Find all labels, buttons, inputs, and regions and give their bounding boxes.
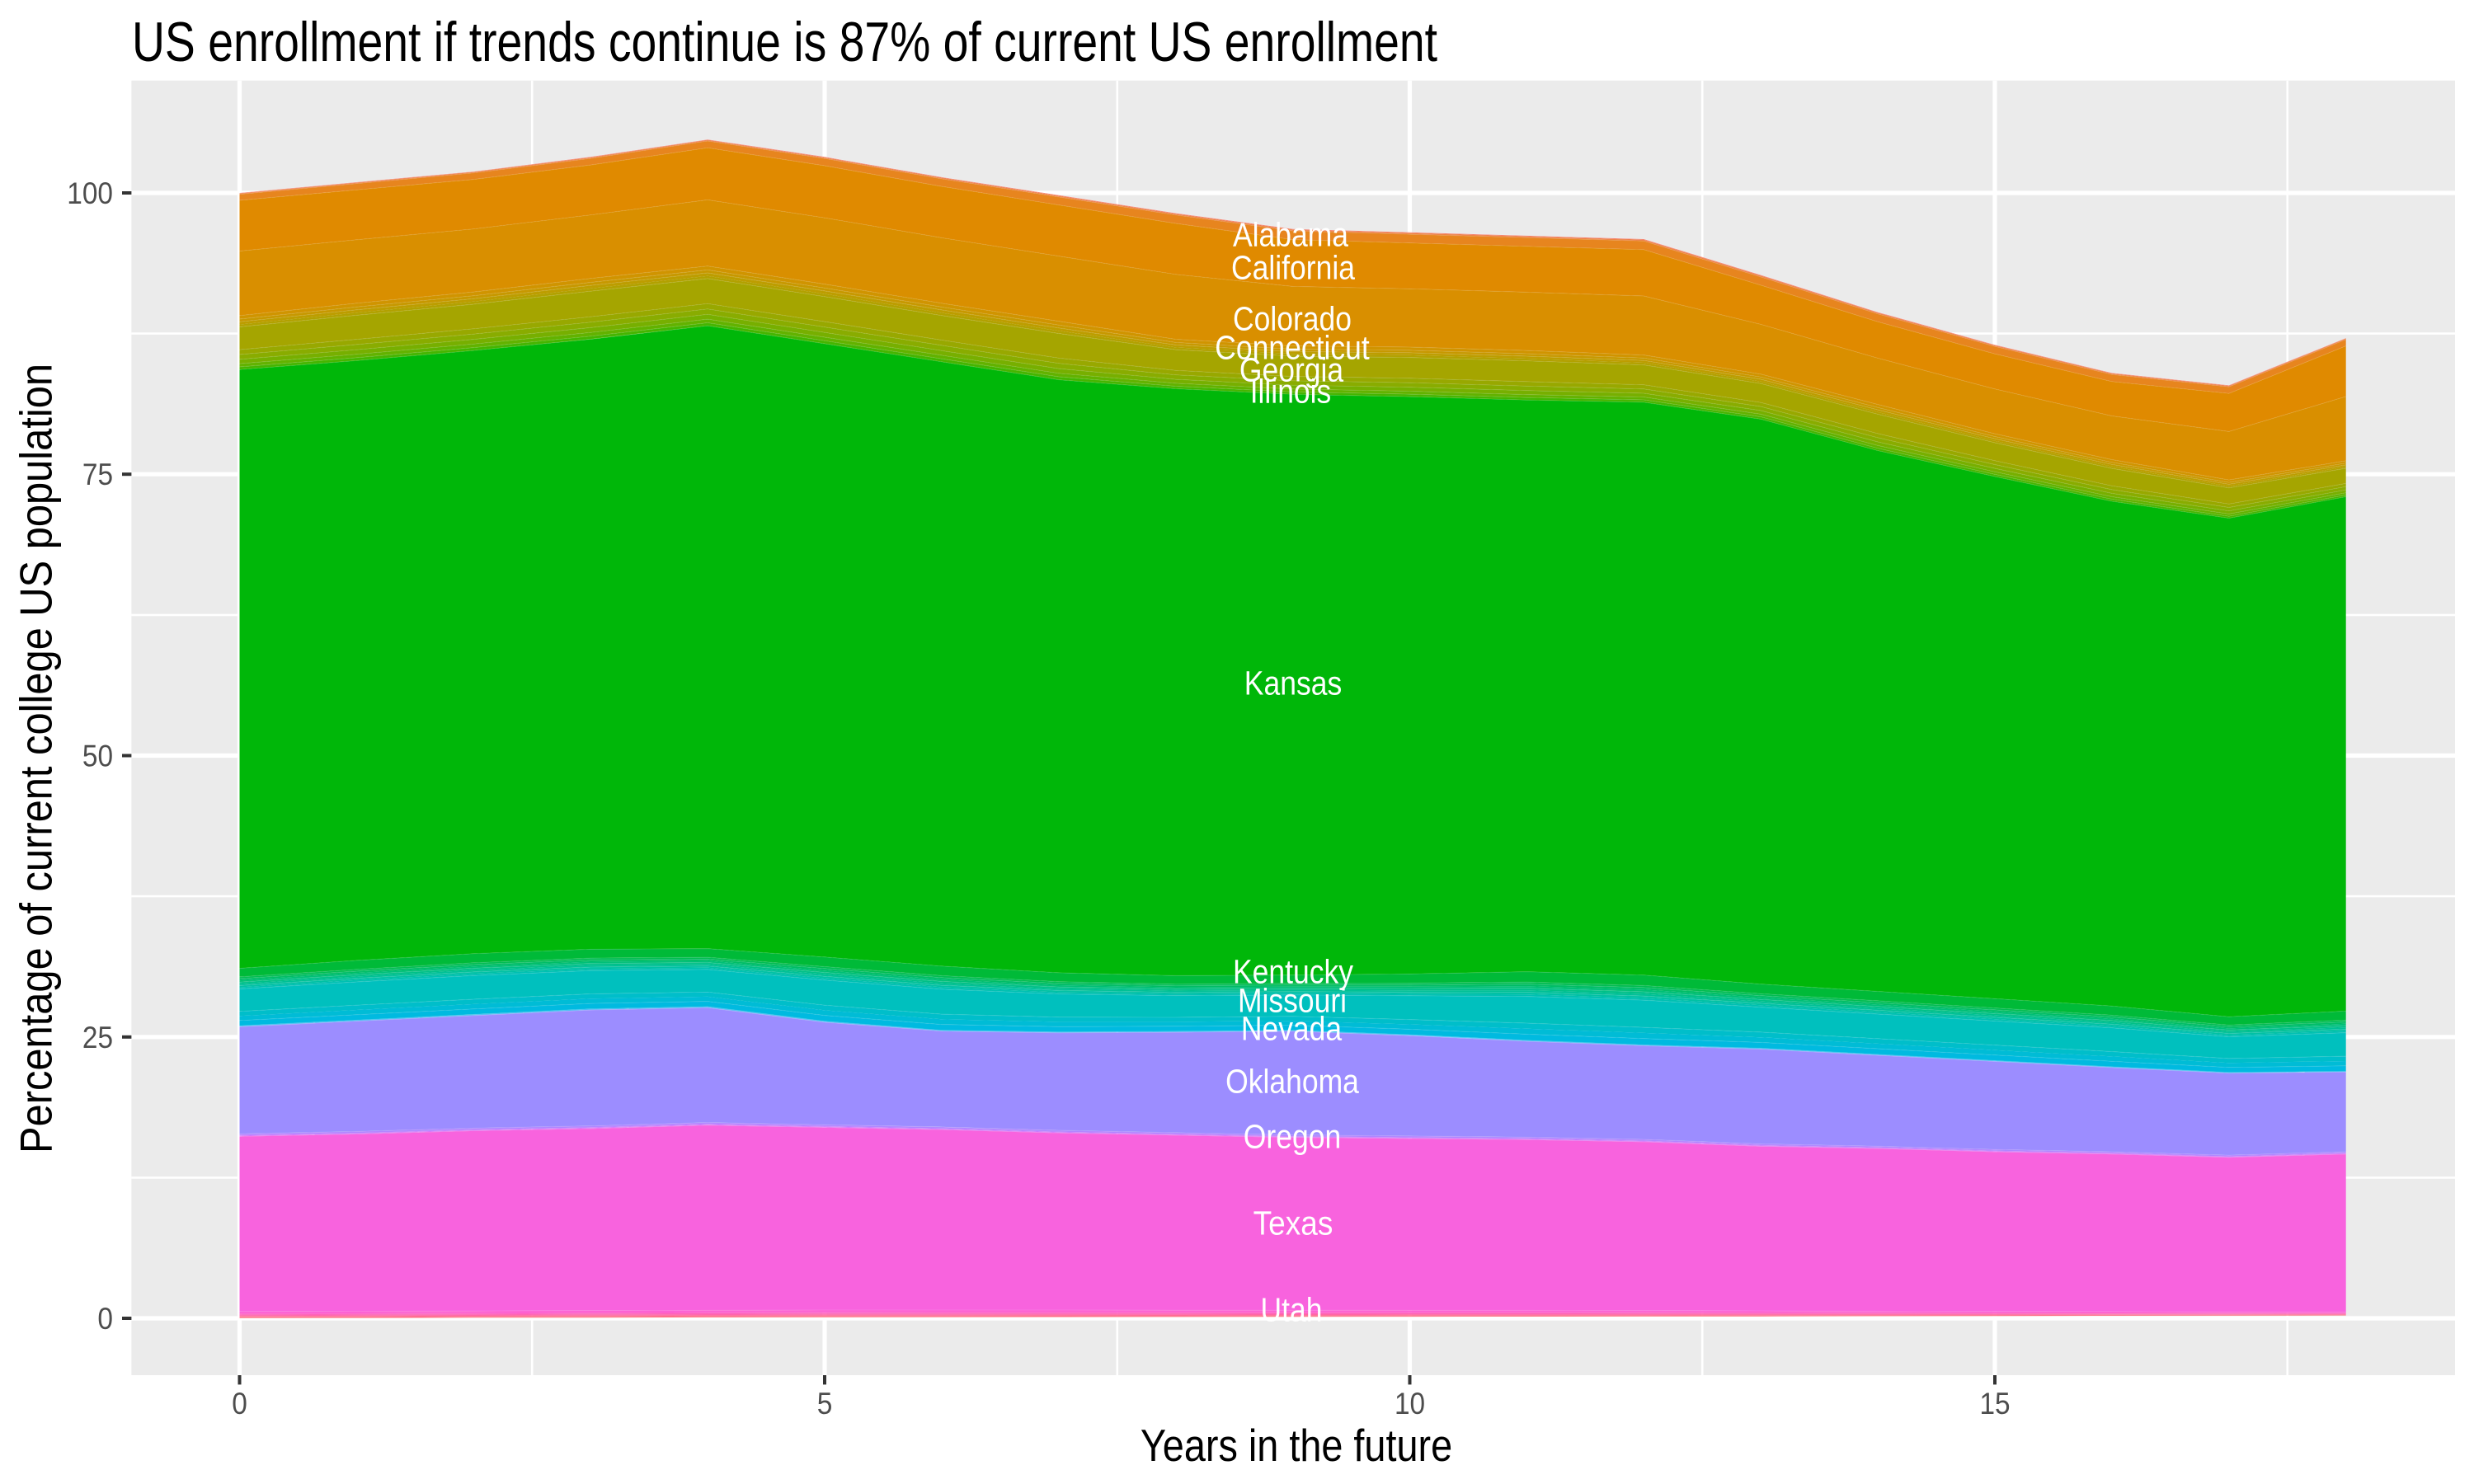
- svg-text:Colorado: Colorado: [1233, 300, 1352, 338]
- svg-text:Percentage of current college: Percentage of current college US populat…: [11, 364, 62, 1153]
- svg-text:Years in the future: Years in the future: [1141, 1420, 1452, 1471]
- svg-text:0: 0: [232, 1387, 247, 1421]
- svg-text:Connecticut: Connecticut: [1215, 329, 1369, 367]
- svg-text:25: 25: [82, 1021, 113, 1054]
- svg-text:Oklahoma: Oklahoma: [1225, 1063, 1359, 1101]
- svg-text:5: 5: [817, 1387, 833, 1421]
- svg-text:100: 100: [67, 176, 113, 210]
- svg-text:Texas: Texas: [1253, 1205, 1333, 1242]
- svg-text:50: 50: [82, 740, 113, 773]
- svg-text:Alabama: Alabama: [1233, 216, 1349, 254]
- svg-text:15: 15: [1979, 1387, 2010, 1421]
- svg-text:10: 10: [1395, 1387, 1425, 1421]
- svg-text:75: 75: [82, 458, 113, 491]
- svg-text:Kansas: Kansas: [1244, 665, 1342, 702]
- svg-text:Nevada: Nevada: [1241, 1010, 1343, 1048]
- svg-text:Georgia: Georgia: [1239, 351, 1344, 389]
- svg-text:Oregon: Oregon: [1244, 1118, 1341, 1156]
- svg-text:Utah: Utah: [1261, 1291, 1323, 1329]
- svg-text:0: 0: [97, 1302, 113, 1336]
- svg-text:Missouri: Missouri: [1238, 982, 1347, 1020]
- svg-text:Illinois: Illinois: [1250, 373, 1332, 411]
- svg-text:Kentucky: Kentucky: [1233, 953, 1354, 991]
- svg-text:California: California: [1231, 249, 1355, 287]
- svg-text:US enrollment if trends contin: US enrollment if trends continue is 87% …: [132, 11, 1437, 73]
